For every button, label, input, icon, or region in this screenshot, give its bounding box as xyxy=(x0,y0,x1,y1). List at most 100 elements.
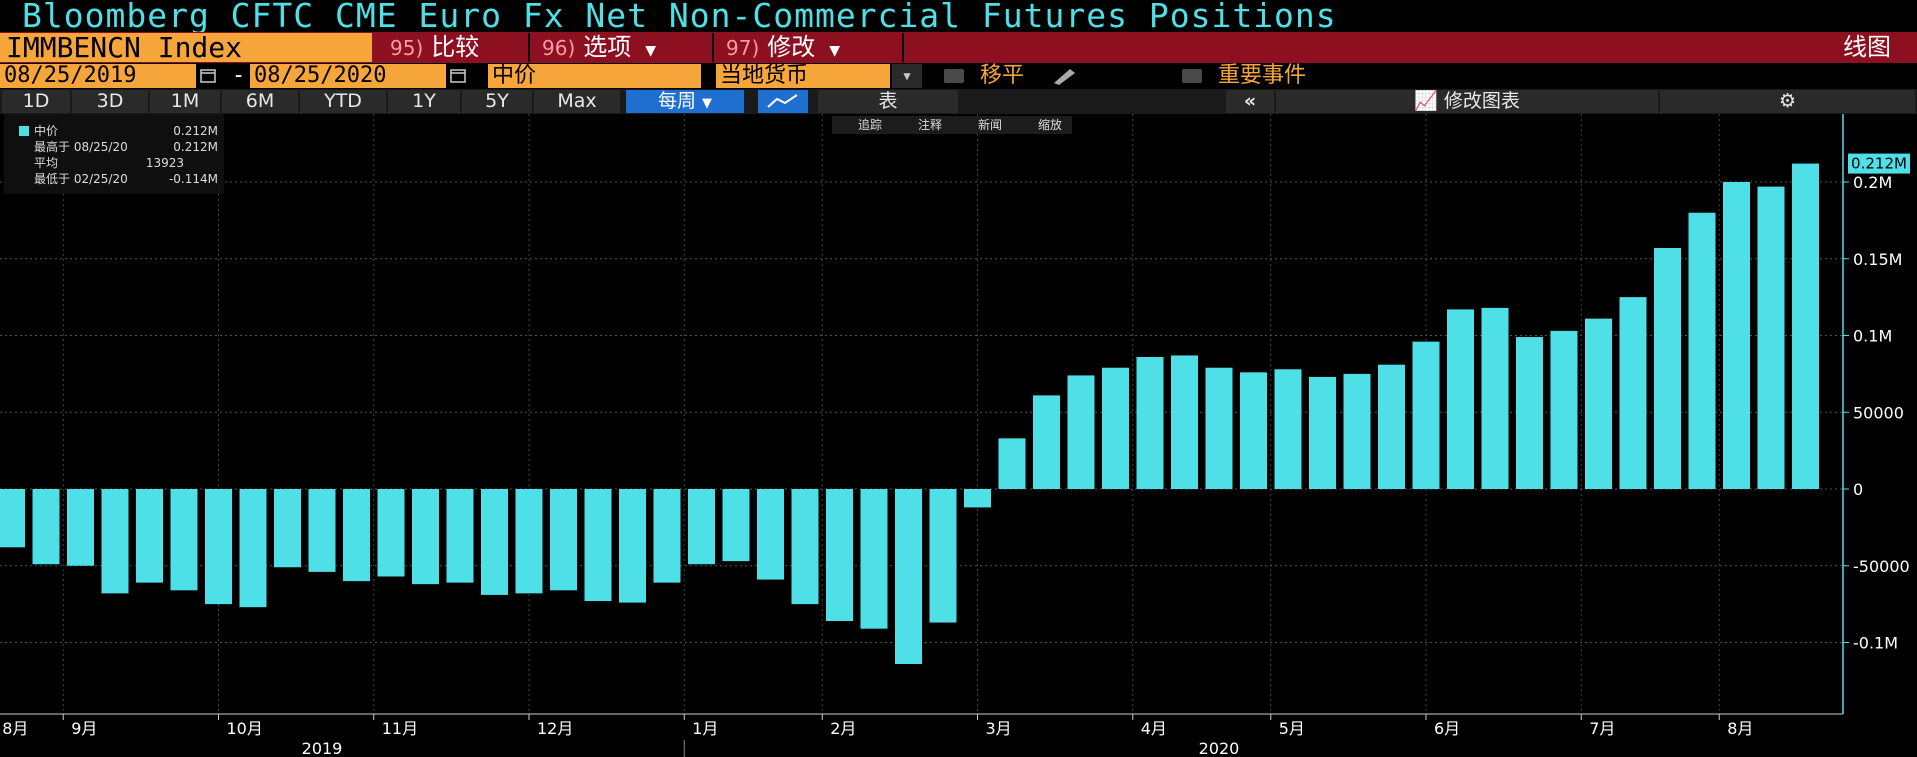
news-tool[interactable]: 新闻 xyxy=(978,117,1002,132)
bar xyxy=(1412,341,1440,489)
bar xyxy=(101,489,129,594)
frequency-select[interactable]: 每周 ▼ xyxy=(626,90,744,113)
bar xyxy=(1274,369,1302,489)
range-1d-button[interactable]: 1D xyxy=(2,90,70,113)
bar xyxy=(1550,330,1578,489)
collapse-icon[interactable]: « xyxy=(1226,90,1274,113)
y-tick-label: 0.15M xyxy=(1853,250,1902,269)
range-3d-button[interactable]: 3D xyxy=(72,90,148,113)
legend-swatch xyxy=(19,126,29,136)
range-ytd-button[interactable]: YTD xyxy=(300,90,386,113)
edit-chart-button[interactable]: 📈 修改图表 xyxy=(1276,90,1658,113)
edit-chart-label: 修改图表 xyxy=(1443,90,1520,112)
bar xyxy=(1240,372,1267,489)
legend: 中价 0.212M 最高于 08/25/20 0.212M 平均 13923 最… xyxy=(4,114,224,194)
range-1y-button[interactable]: 1Y xyxy=(388,90,460,113)
legend-high-label: 最高于 08/25/20 xyxy=(34,139,128,154)
bar xyxy=(32,489,60,565)
modify-label: 修改 xyxy=(767,33,816,61)
bar xyxy=(136,489,163,583)
start-date-input[interactable]: 08/25/2019 xyxy=(0,64,196,88)
x-tick-label: 4月 xyxy=(1141,719,1167,738)
price-field-select[interactable]: 中价 xyxy=(488,64,701,88)
bar xyxy=(1067,375,1095,489)
chart-grid xyxy=(0,114,1842,714)
bar xyxy=(412,489,439,585)
bar xyxy=(1033,395,1060,489)
bar xyxy=(1136,356,1164,489)
bar xyxy=(1378,364,1405,489)
calendar-icon[interactable] xyxy=(199,66,217,84)
options-button[interactable]: 96) 选项 ▼ xyxy=(530,33,714,62)
line-chart-icon[interactable] xyxy=(758,90,808,113)
events-checkbox[interactable] xyxy=(1182,69,1202,83)
bar xyxy=(1481,307,1509,489)
bar xyxy=(619,489,646,603)
bar xyxy=(1757,186,1785,489)
ticker-field[interactable]: IMMBENCN Index xyxy=(0,33,372,62)
x-tick-label: 3月 xyxy=(986,719,1012,738)
range-max-button[interactable]: Max xyxy=(534,90,620,113)
y-tick-label: -0.1M xyxy=(1853,634,1898,653)
trace-tool[interactable]: 追踪 xyxy=(858,117,882,132)
compare-button[interactable]: 95) 比较 xyxy=(378,33,530,62)
chevron-down-icon: ▼ xyxy=(645,43,657,59)
menu-bar: IMMBENCN Index 95) 比较 96) 选项 ▼ 97) 修改 ▼ 线图 xyxy=(0,32,1917,63)
year-label: 2020 xyxy=(1199,739,1240,757)
bar xyxy=(1205,367,1233,489)
bar xyxy=(550,489,577,591)
shift-label: 移平 xyxy=(980,63,1025,88)
bar xyxy=(1516,337,1543,489)
bar xyxy=(1585,318,1612,489)
events-label: 重要事件 xyxy=(1218,63,1307,88)
bar xyxy=(0,489,25,548)
bar xyxy=(67,489,94,566)
last-value-tag: 0.212M xyxy=(1848,153,1910,174)
annotate-tool[interactable]: 注释 xyxy=(918,117,942,132)
view-type-label[interactable]: 线图 xyxy=(1843,33,1891,61)
range-5y-button[interactable]: 5Y xyxy=(462,90,532,113)
legend-low-label: 最低于 02/25/20 xyxy=(34,172,128,186)
bar xyxy=(481,489,508,595)
y-tick-label: 50000 xyxy=(1853,403,1904,422)
compare-number: 95) xyxy=(390,36,424,60)
x-tick-label: 5月 xyxy=(1279,719,1305,738)
currency-select[interactable]: 当地货币 xyxy=(716,64,890,88)
end-date-input[interactable]: 08/25/2020 xyxy=(250,64,446,88)
bar xyxy=(929,489,957,623)
bar xyxy=(446,489,474,583)
x-tick-label: 1月 xyxy=(692,719,718,738)
table-button[interactable]: 表 xyxy=(818,90,958,113)
bar xyxy=(1688,212,1716,489)
bar xyxy=(895,489,922,664)
chart-tools: 追踪 注释 新闻 缩放 xyxy=(832,116,1072,134)
bar xyxy=(377,489,405,577)
x-tick-label: 8月 xyxy=(1727,719,1753,738)
legend-series-name: 中价 xyxy=(34,123,58,138)
pencil-icon[interactable] xyxy=(1050,66,1080,86)
y-tick-label: 0 xyxy=(1853,480,1863,499)
chevron-down-icon[interactable]: ▼ xyxy=(892,64,922,88)
bar xyxy=(1619,297,1647,489)
chevron-down-icon: ▼ xyxy=(829,43,841,59)
x-tick-label: 10月 xyxy=(227,719,263,738)
bar xyxy=(722,489,750,562)
x-axis: 8月 9月 10月 11月 12月 1月 2月 3月 4月 5月 6月 7月 8月 2019 2020 xyxy=(0,713,1843,757)
bar xyxy=(1343,373,1371,489)
bar xyxy=(1102,367,1129,489)
legend-high-value: 0.212M xyxy=(173,140,218,154)
bar xyxy=(343,489,370,582)
bar xyxy=(515,489,543,594)
bar xyxy=(308,489,336,572)
shift-checkbox[interactable] xyxy=(944,69,964,83)
zoom-tool[interactable]: 缩放 xyxy=(1038,117,1062,132)
bar xyxy=(964,489,991,508)
year-label: 2019 xyxy=(302,739,343,757)
bar xyxy=(584,489,612,602)
calendar-icon[interactable] xyxy=(449,66,467,84)
range-6m-button[interactable]: 6M xyxy=(222,90,298,113)
range-1m-button[interactable]: 1M xyxy=(150,90,220,113)
gear-icon[interactable]: ⚙ xyxy=(1660,90,1915,113)
y-axis: 0.2M 0.15M 0.1M 50000 0 -50000 -0.1M xyxy=(1842,114,1910,714)
modify-button[interactable]: 97) 修改 ▼ xyxy=(714,33,904,62)
